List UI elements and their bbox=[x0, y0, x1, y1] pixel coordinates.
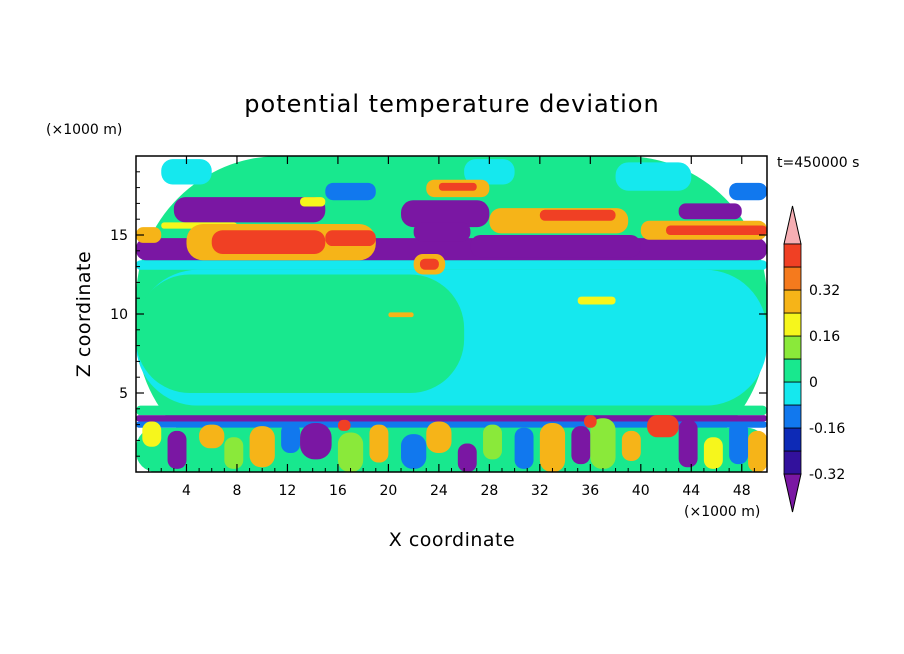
colorbar-label: -0.16 bbox=[809, 421, 845, 437]
colorbar: -0.32 -0.16 0 0.16 0.32 bbox=[783, 205, 845, 513]
contour-region bbox=[211, 230, 326, 254]
colorbar-segment bbox=[783, 243, 802, 268]
y-axis-ticks: 5 10 15 bbox=[110, 171, 767, 457]
contour-region bbox=[729, 182, 767, 201]
colorbar-segment bbox=[783, 427, 802, 452]
contour-region bbox=[249, 426, 275, 468]
contour-region bbox=[539, 209, 616, 221]
contour-region bbox=[584, 415, 597, 428]
contour-region bbox=[647, 415, 679, 438]
x-tick-label: 12 bbox=[279, 483, 297, 499]
contour-region bbox=[703, 437, 723, 469]
y-tick-label: 5 bbox=[119, 386, 128, 402]
x-tick-label: 4 bbox=[182, 483, 191, 499]
contour-region bbox=[401, 200, 490, 228]
x-tick-label: 44 bbox=[682, 483, 700, 499]
contour-region bbox=[401, 434, 427, 469]
contour-field bbox=[136, 156, 767, 472]
contour-region bbox=[438, 182, 477, 191]
contour-region bbox=[337, 419, 351, 431]
x-tick-label: 24 bbox=[430, 483, 448, 499]
x-tick-label: 20 bbox=[379, 483, 397, 499]
colorbar-extend-min bbox=[783, 473, 802, 513]
contour-region bbox=[224, 437, 244, 469]
contour-region bbox=[173, 197, 326, 223]
contour-region bbox=[300, 423, 332, 460]
colorbar-extend-max bbox=[783, 205, 802, 245]
x-tick-label: 32 bbox=[531, 483, 549, 499]
colorbar-label: 0.32 bbox=[809, 283, 840, 299]
y-tick-label: 15 bbox=[110, 228, 128, 244]
contour-region bbox=[388, 312, 414, 318]
colorbar-segment bbox=[783, 289, 802, 314]
colorbar-label: 0 bbox=[809, 375, 818, 391]
contour-region bbox=[136, 227, 162, 243]
x-axis-label: X coordinate bbox=[389, 529, 515, 551]
colorbar-segment bbox=[783, 404, 802, 429]
chart-title: potential temperature deviation bbox=[244, 90, 659, 118]
contour-region bbox=[621, 430, 641, 461]
colorbar-segment bbox=[783, 312, 802, 337]
contour-region bbox=[678, 203, 742, 220]
contour-region bbox=[571, 426, 591, 465]
y-axis-label: Z coordinate bbox=[73, 251, 95, 377]
contour-region bbox=[470, 235, 641, 258]
x-tick-label: 28 bbox=[480, 483, 498, 499]
contour-region bbox=[615, 162, 692, 191]
contour-region bbox=[413, 222, 471, 242]
x-axis-ticks: 4 8 12 16 20 24 28 32 36 40 44 48 bbox=[148, 156, 755, 499]
contour-region bbox=[514, 427, 534, 469]
contour-region bbox=[483, 424, 502, 460]
contour-region bbox=[729, 421, 749, 465]
contour-region bbox=[281, 423, 301, 454]
contour-region bbox=[590, 418, 616, 469]
colorbar-segment bbox=[783, 381, 802, 406]
contour-region bbox=[539, 423, 566, 472]
y-axis-unit: (×1000 m) bbox=[46, 122, 122, 138]
x-tick-label: 48 bbox=[733, 483, 751, 499]
contour-region bbox=[577, 296, 616, 305]
contour-region bbox=[136, 405, 767, 416]
contour-region bbox=[325, 230, 376, 247]
contour-region bbox=[136, 260, 767, 270]
colorbar-segment bbox=[783, 358, 802, 383]
contour-region bbox=[337, 432, 364, 472]
x-tick-label: 40 bbox=[632, 483, 650, 499]
x-tick-label: 36 bbox=[581, 483, 599, 499]
contour-region bbox=[666, 225, 767, 235]
colorbar-label: -0.32 bbox=[809, 467, 845, 483]
contour-region bbox=[457, 443, 477, 472]
contour-region bbox=[419, 258, 439, 270]
contour-region bbox=[142, 421, 162, 447]
colorbar-segment bbox=[783, 450, 802, 475]
colorbar-segment bbox=[783, 335, 802, 360]
x-tick-label: 16 bbox=[329, 483, 347, 499]
contour-region bbox=[300, 197, 326, 207]
contour-region bbox=[199, 424, 225, 449]
contour-region bbox=[167, 430, 187, 469]
contour-region bbox=[369, 424, 389, 463]
x-tick-label: 8 bbox=[232, 483, 241, 499]
contour-region bbox=[748, 430, 767, 472]
contour-region bbox=[464, 159, 515, 185]
time-label: t=450000 s bbox=[777, 155, 859, 171]
x-axis-unit: (×1000 m) bbox=[684, 504, 760, 520]
y-tick-label: 10 bbox=[110, 307, 128, 323]
contour-region bbox=[678, 419, 698, 468]
colorbar-segment bbox=[783, 266, 802, 291]
contour-region bbox=[325, 182, 376, 201]
contour-region bbox=[161, 159, 212, 185]
contour-region bbox=[426, 421, 452, 454]
contour-region bbox=[136, 274, 465, 393]
colorbar-label: 0.16 bbox=[809, 329, 840, 345]
